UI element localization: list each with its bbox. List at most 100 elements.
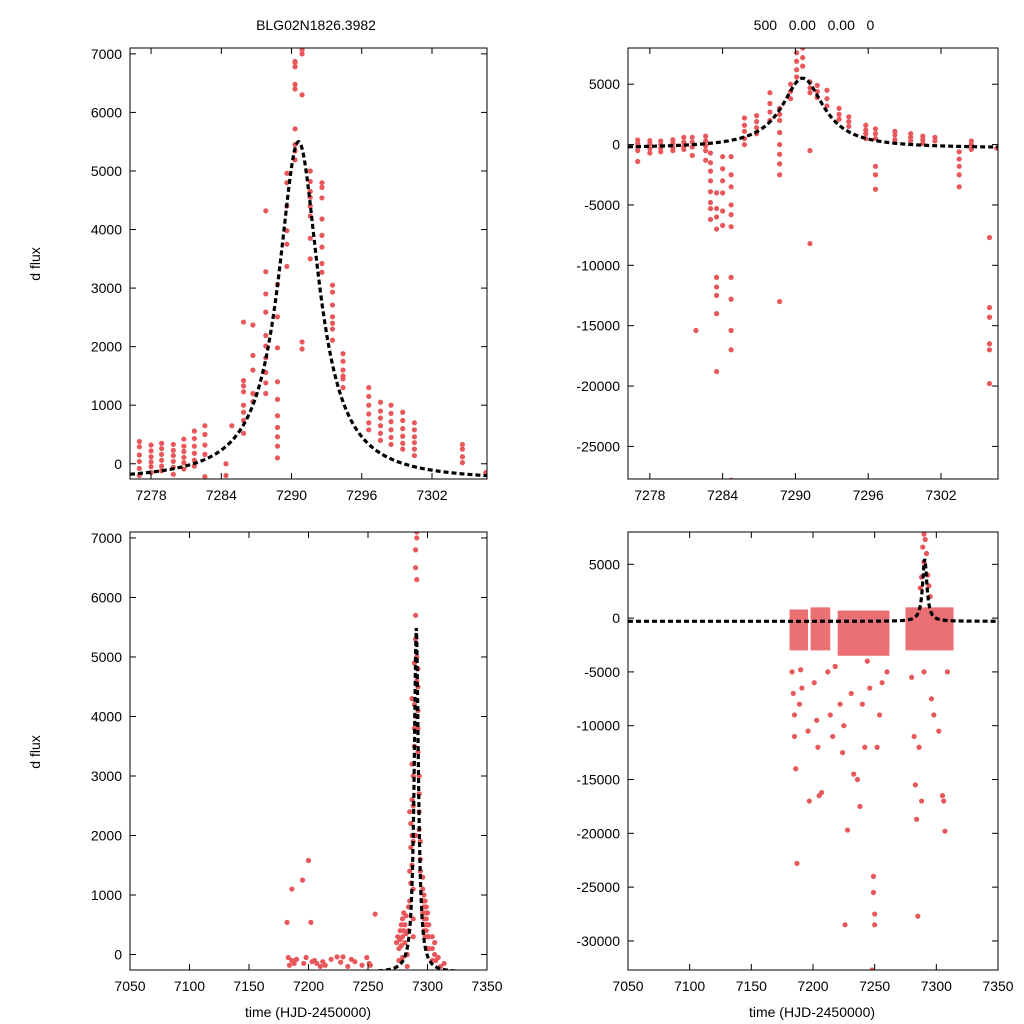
data-point: [836, 116, 842, 122]
data-point: [328, 956, 334, 962]
axes-frame: [129, 47, 488, 480]
data-point: [299, 339, 305, 345]
data-point: [250, 367, 256, 373]
data-point: [884, 669, 890, 675]
data-point: [681, 134, 687, 140]
data-point: [404, 963, 410, 970]
data-point: [986, 234, 993, 241]
data-point: [366, 411, 372, 417]
data-point: [181, 443, 187, 449]
data-point: [799, 685, 805, 691]
data-point: [240, 409, 247, 415]
data-point: [329, 326, 336, 332]
data-point: [284, 263, 290, 270]
data-point: [366, 402, 372, 408]
data-point: [825, 669, 831, 675]
data-point: [842, 922, 848, 928]
data-point: [707, 168, 714, 174]
data-point: [223, 461, 229, 467]
y-tick-label: 3000: [91, 768, 122, 784]
data-point: [824, 96, 830, 102]
data-point: [377, 399, 384, 405]
data-point: [832, 663, 838, 670]
data-point: [240, 378, 247, 384]
data-point: [299, 51, 305, 57]
data-point: [274, 434, 281, 440]
panel-top-right: 7278 7284 7290 7296 7302 5000 0 -5000 -10000 -150…: [576, 47, 999, 503]
data-point: [870, 889, 877, 896]
data-point: [319, 195, 325, 201]
data-point: [837, 701, 843, 707]
data-point: [274, 379, 281, 385]
data-point: [398, 922, 404, 928]
data-point: [136, 438, 142, 445]
data-point: [292, 86, 298, 92]
data-point: [409, 696, 415, 702]
data-point: [892, 128, 898, 134]
data-point: [877, 712, 883, 718]
panel-bottom-left: 7050 7100 7150 7200 7250 7300 7350 0 1000 2000 300…: [91, 530, 503, 994]
data-point: [872, 922, 878, 928]
data-point: [777, 161, 783, 167]
data-point: [396, 957, 402, 964]
data-point: [777, 117, 783, 124]
data-point: [303, 954, 309, 961]
data-point: [908, 138, 914, 144]
data-point: [148, 454, 154, 460]
data-point: [767, 90, 773, 96]
data-point: [403, 913, 409, 919]
data-point: [340, 385, 346, 391]
data-point: [407, 809, 413, 815]
data-point: [848, 690, 854, 697]
data-point: [263, 309, 269, 315]
x-tick-label: 7350: [982, 978, 1013, 994]
data-point: [872, 186, 879, 192]
data-point: [846, 123, 852, 130]
data-point: [366, 385, 372, 391]
data-point: [728, 202, 734, 208]
data-point: [338, 959, 344, 965]
data-point: [777, 172, 783, 178]
data-point: [414, 535, 420, 541]
data-point: [340, 358, 346, 364]
data-point: [319, 244, 325, 250]
data-point: [393, 940, 400, 946]
data-point: [914, 816, 920, 822]
data-point: [909, 674, 915, 680]
data-point: [223, 472, 229, 479]
data-point: [148, 459, 154, 465]
y-tick-label: -5000: [584, 664, 620, 680]
data-point: [862, 744, 868, 750]
data-point: [411, 446, 418, 452]
data-point: [956, 156, 962, 162]
data-point: [181, 460, 187, 466]
data-point: [767, 100, 773, 107]
data-point: [916, 744, 922, 750]
data-point: [741, 122, 748, 128]
data-point: [647, 150, 653, 156]
data-point: [191, 463, 197, 469]
data-point: [411, 434, 418, 440]
data-point: [202, 423, 208, 429]
data-point: [388, 434, 394, 441]
data-point: [202, 451, 208, 458]
data-point: [202, 474, 208, 479]
x-tick-label: 7284: [206, 487, 237, 503]
chart-title-top-right: 500 0.00 0.00 0: [754, 17, 875, 33]
data-point: [459, 441, 466, 448]
data-point: [305, 857, 312, 864]
y-tick-label: 0: [114, 456, 122, 472]
data-point: [892, 137, 898, 143]
data-point: [402, 922, 408, 928]
data-point: [181, 448, 187, 455]
data-point: [411, 420, 418, 426]
data-point: [912, 782, 918, 788]
y-tick-label: 7000: [91, 46, 122, 62]
data-point: [483, 469, 487, 476]
x-tick-label: 7050: [114, 978, 145, 994]
axes-frame: [627, 47, 999, 480]
data-point: [815, 744, 821, 750]
data-point: [926, 583, 932, 589]
data-point: [807, 90, 813, 96]
data-point: [367, 962, 373, 968]
